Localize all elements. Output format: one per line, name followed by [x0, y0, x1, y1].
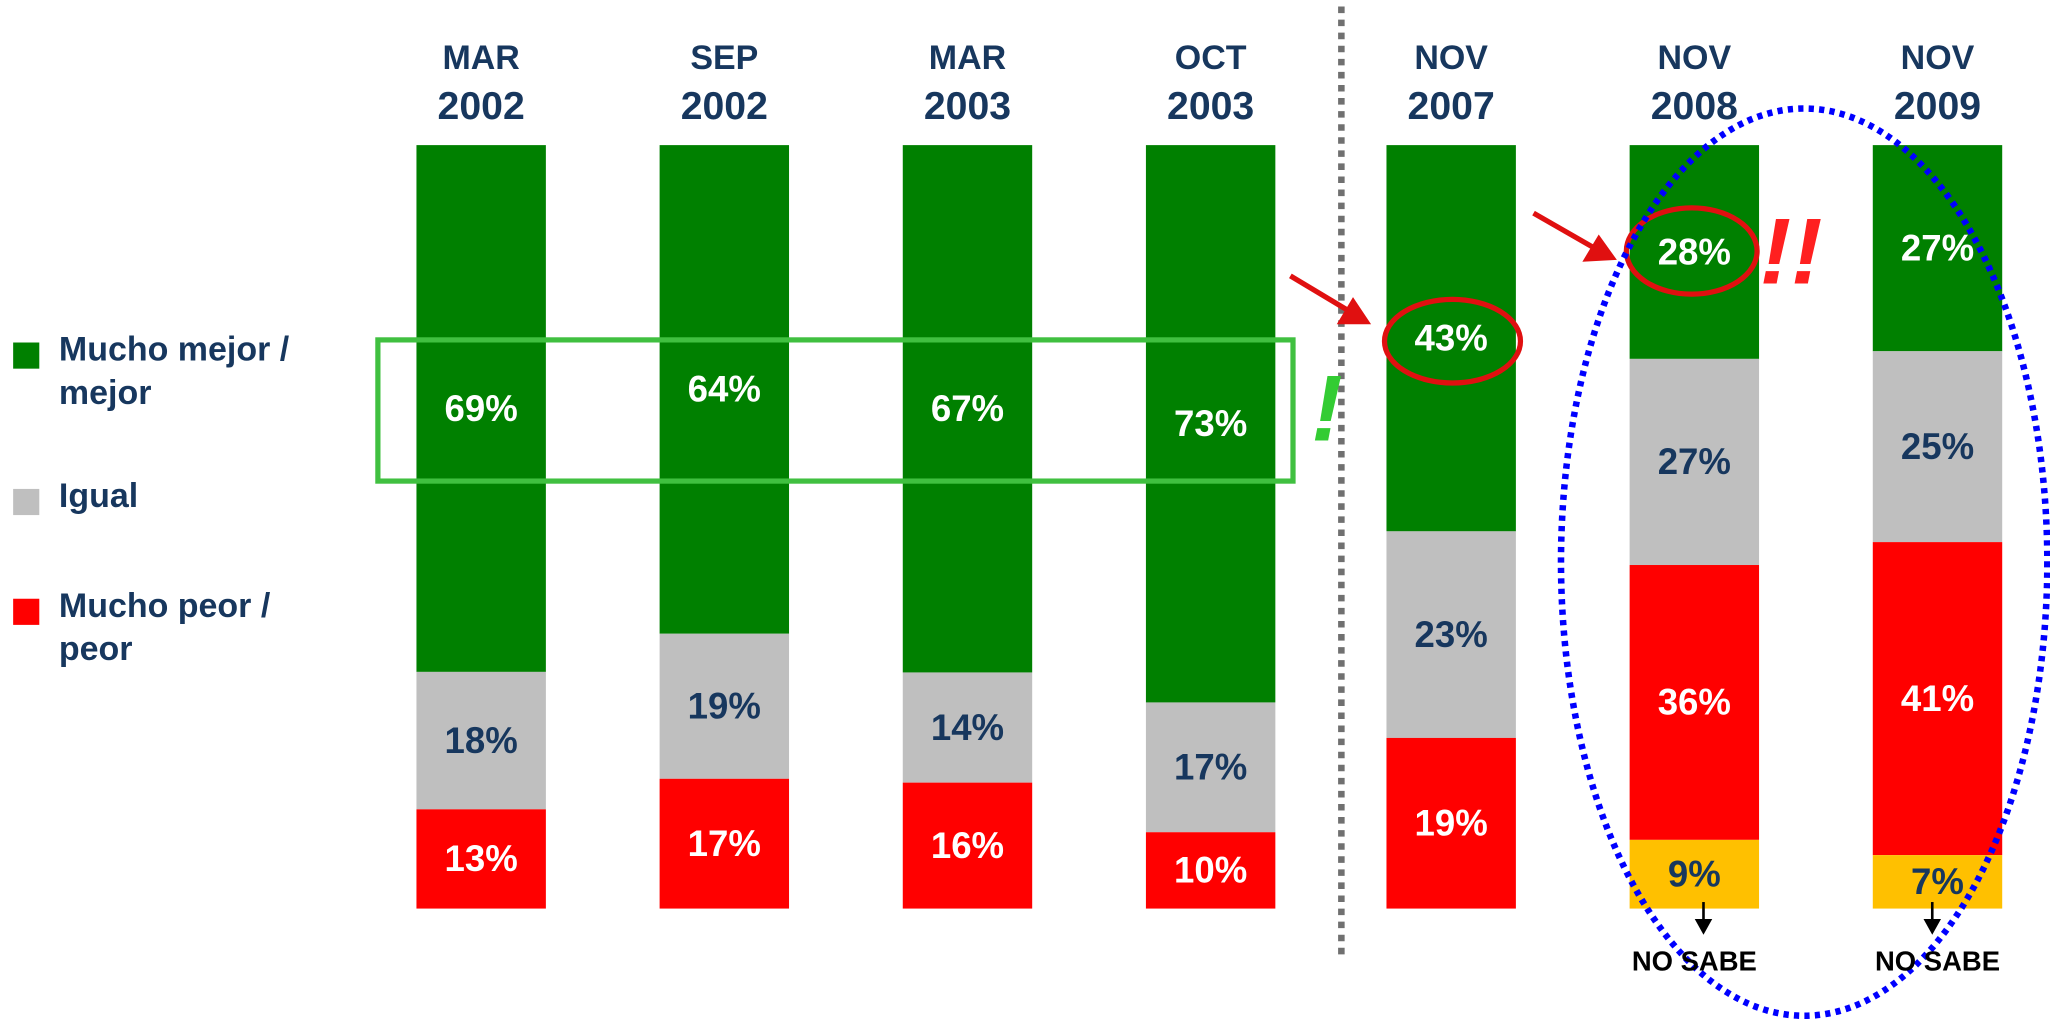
- data-label: 17%: [688, 823, 761, 864]
- data-label: 23%: [1415, 614, 1488, 655]
- x-tick-label: MAR: [929, 39, 1006, 77]
- bar-segment: [1629, 358, 1760, 566]
- data-label: 10%: [1174, 850, 1247, 891]
- highlight-circle: [1623, 205, 1760, 297]
- x-tick-label: NOV: [1658, 39, 1732, 77]
- data-label: 25%: [1901, 426, 1974, 467]
- arrow-head: [1694, 919, 1713, 935]
- data-label: 17%: [1174, 747, 1247, 788]
- bar-segment: [1872, 542, 2003, 856]
- bar-segment: [902, 145, 1033, 673]
- bar-segment: [1386, 737, 1516, 909]
- annotation: !!: [1760, 199, 1823, 304]
- bar-segment: [659, 145, 790, 634]
- x-tick-label: 2009: [1894, 85, 1981, 128]
- bar-segment: [1629, 839, 1760, 909]
- data-label: 9%: [1668, 854, 1721, 895]
- segment-note: NO SABE: [1632, 946, 1757, 977]
- legend: Mucho mejor / mejor Igual Mucho peor / peor: [13, 331, 290, 668]
- data-label: 43%: [1415, 318, 1488, 359]
- bar-segment: [1386, 145, 1516, 532]
- x-tick-label: 2007: [1408, 85, 1495, 128]
- x-tick-label: 2002: [681, 85, 768, 128]
- legend-swatch: [13, 488, 40, 516]
- data-label: 36%: [1658, 682, 1731, 723]
- legend-label: Igual: [59, 477, 138, 515]
- bar-segment: [659, 633, 790, 779]
- legend-label: Mucho peor / peor: [59, 587, 271, 668]
- data-label: 16%: [931, 825, 1004, 866]
- x-tick-label: 2002: [438, 85, 525, 128]
- data-label: 27%: [1901, 227, 1974, 268]
- bars: 69% 18% 13% 64% 19% 17% 67% 14% 16% 73% 17% 10% 43% 2…: [416, 145, 2003, 909]
- bar-segment: [1872, 855, 2003, 909]
- data-label: 69%: [445, 388, 518, 429]
- arrow-head: [1923, 919, 1942, 935]
- bar-segment: [416, 671, 546, 810]
- x-tick-label: NOV: [1901, 39, 1975, 77]
- arrow: [1532, 210, 1597, 251]
- bar-segment: [416, 145, 546, 672]
- bar-segment: [1629, 145, 1760, 359]
- bar-segment: [1145, 832, 1276, 909]
- bar-segment: [902, 672, 1033, 783]
- data-label: 13%: [445, 838, 518, 879]
- data-label: 18%: [445, 720, 518, 761]
- x-tick-label: SEP: [690, 39, 758, 77]
- arrow-head: [1336, 297, 1372, 325]
- segment-note: NO SABE: [1875, 946, 2000, 977]
- data-label: 27%: [1658, 441, 1731, 482]
- bar-segment: [1872, 351, 2003, 543]
- x-tick-label: 2003: [1167, 85, 1254, 128]
- x-tick-label: 2003: [924, 85, 1011, 128]
- bar-segment: [1386, 531, 1516, 738]
- highlight-box: [375, 337, 1296, 484]
- arrows: [1289, 210, 1617, 325]
- bar-segment: [1145, 702, 1276, 833]
- annotation: !: [1311, 356, 1342, 461]
- data-label: 73%: [1174, 403, 1247, 444]
- legend-swatch: [13, 342, 40, 369]
- x-tick-label: MAR: [442, 39, 519, 77]
- data-label: 7%: [1911, 861, 1964, 902]
- x-tick-label: OCT: [1175, 39, 1247, 77]
- data-label: 64%: [688, 369, 761, 410]
- x-tick-label: NOV: [1414, 39, 1488, 77]
- data-label: 19%: [1415, 803, 1488, 844]
- data-label: 14%: [931, 707, 1004, 748]
- bar-segment: [902, 782, 1033, 909]
- bar-segment: [416, 809, 546, 909]
- legend-swatch: [13, 598, 40, 625]
- arrow-head: [1582, 234, 1617, 262]
- bar-segment: [659, 778, 790, 909]
- small-arrows: [1694, 902, 1942, 935]
- highlight-ellipse: [1557, 105, 2050, 1019]
- data-label: 28%: [1658, 231, 1731, 272]
- data-label: 19%: [688, 686, 761, 727]
- highlight-circle: [1381, 296, 1524, 386]
- legend-label: Mucho mejor / mejor: [59, 331, 290, 412]
- x-tick-label: 2008: [1651, 85, 1738, 128]
- data-label: 67%: [931, 388, 1004, 429]
- bar-segment: [1145, 145, 1276, 703]
- bar-segment: [1629, 565, 1760, 840]
- arrow: [1289, 273, 1351, 314]
- data-label: 41%: [1901, 678, 1974, 719]
